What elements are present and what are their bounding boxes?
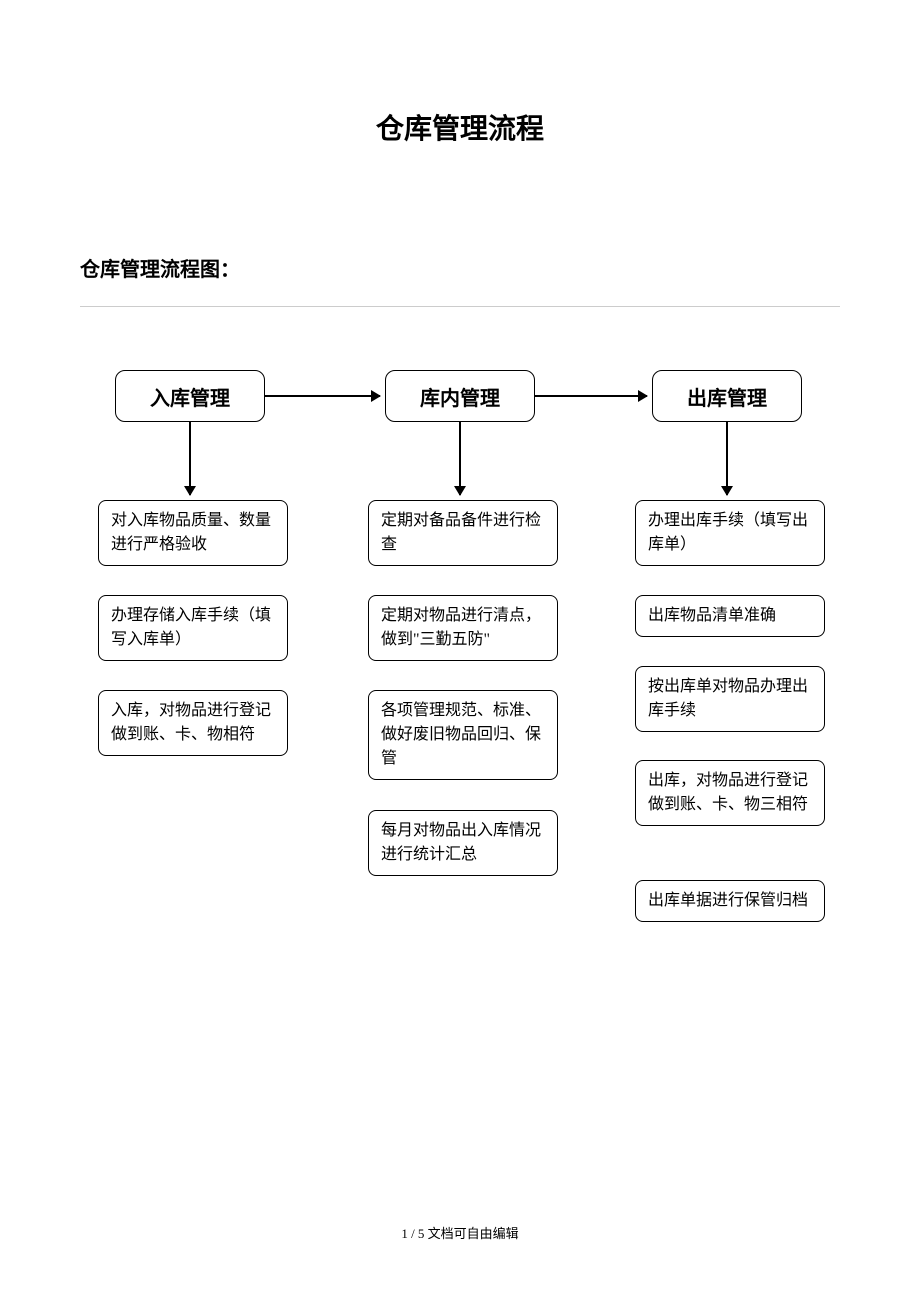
outbound-step-5-text: 出库单据进行保管归档 <box>648 892 808 909</box>
outbound-step-3-text: 按出库单对物品办理出库手续 <box>648 678 808 719</box>
header-inwarehouse-label: 库内管理 <box>420 382 500 411</box>
header-outbound: 出库管理 <box>652 370 802 422</box>
inwarehouse-step-1-text: 定期对备品备件进行检查 <box>381 512 541 553</box>
inbound-step-2-text: 办理存储入库手续（填写入库单） <box>111 607 271 648</box>
outbound-step-2: 出库物品清单准确 <box>635 595 825 637</box>
section-heading: 仓库管理流程图： <box>80 253 240 282</box>
outbound-step-3: 按出库单对物品办理出库手续 <box>635 666 825 732</box>
inwarehouse-step-4: 每月对物品出入库情况进行统计汇总 <box>368 810 558 876</box>
inwarehouse-step-2-text: 定期对物品进行清点，做到"三勤五防" <box>381 607 541 648</box>
arrow-outbound-down <box>726 422 728 495</box>
inbound-step-1-text: 对入库物品质量、数量进行严格验收 <box>111 512 271 553</box>
inbound-step-2: 办理存储入库手续（填写入库单） <box>98 595 288 661</box>
arrow-inwarehouse-to-outbound <box>535 395 647 397</box>
inbound-step-1: 对入库物品质量、数量进行严格验收 <box>98 500 288 566</box>
inbound-step-3-text: 入库，对物品进行登记做到账、卡、物相符 <box>111 702 271 743</box>
inwarehouse-step-4-text: 每月对物品出入库情况进行统计汇总 <box>381 822 541 863</box>
inwarehouse-step-3: 各项管理规范、标准、做好废旧物品回归、保管 <box>368 690 558 780</box>
inwarehouse-step-2: 定期对物品进行清点，做到"三勤五防" <box>368 595 558 661</box>
header-inwarehouse: 库内管理 <box>385 370 535 422</box>
page-title: 仓库管理流程 <box>0 107 920 147</box>
page-footer: 1 / 5 文档可自由编辑 <box>0 1223 920 1242</box>
inwarehouse-step-1: 定期对备品备件进行检查 <box>368 500 558 566</box>
inbound-step-3: 入库，对物品进行登记做到账、卡、物相符 <box>98 690 288 756</box>
outbound-step-2-text: 出库物品清单准确 <box>648 607 776 624</box>
arrow-inwarehouse-down <box>459 422 461 495</box>
arrow-inbound-down <box>189 422 191 495</box>
outbound-step-1: 办理出库手续（填写出库单） <box>635 500 825 566</box>
arrow-inbound-to-inwarehouse <box>265 395 380 397</box>
outbound-step-4: 出库，对物品进行登记做到账、卡、物三相符 <box>635 760 825 826</box>
divider <box>80 306 840 307</box>
inwarehouse-step-3-text: 各项管理规范、标准、做好废旧物品回归、保管 <box>381 702 541 767</box>
header-inbound: 入库管理 <box>115 370 265 422</box>
outbound-step-1-text: 办理出库手续（填写出库单） <box>648 512 808 553</box>
header-inbound-label: 入库管理 <box>150 382 230 411</box>
outbound-step-4-text: 出库，对物品进行登记做到账、卡、物三相符 <box>648 772 808 813</box>
header-outbound-label: 出库管理 <box>687 382 767 411</box>
outbound-step-5: 出库单据进行保管归档 <box>635 880 825 922</box>
